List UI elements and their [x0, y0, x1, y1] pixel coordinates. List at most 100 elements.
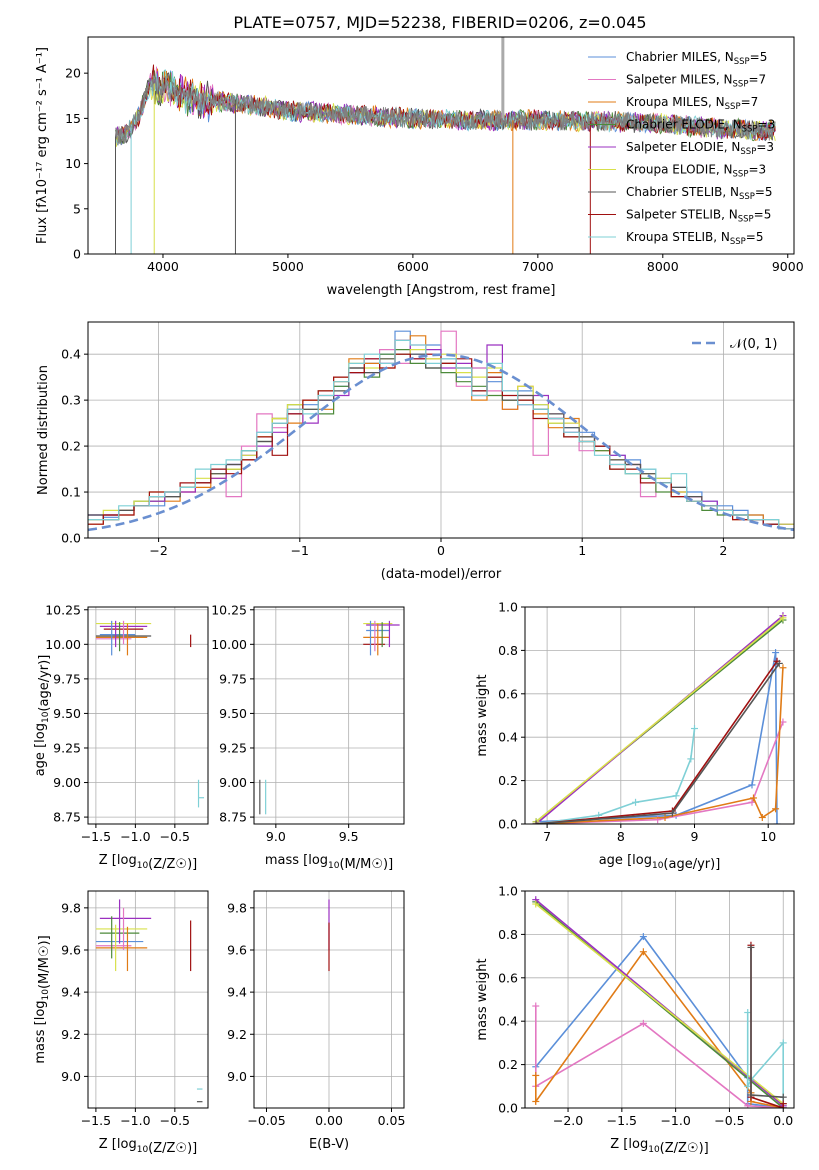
gaussian-curve	[88, 353, 794, 532]
y-tick-label: 20	[65, 66, 81, 81]
panel-weight_vs_age: 7 8 9 10 0.0 0.2 0.4 0.6 0.8 1.0 age [log10(age/yr…	[475, 600, 795, 872]
y-tick-label: 9.2	[61, 1027, 81, 1042]
x-tick-label: 10	[760, 829, 776, 844]
legend-label: Salpeter ELODIE, NSSP=3	[626, 140, 774, 157]
axes-frame	[524, 606, 795, 825]
y-tick-label: 0.8	[498, 643, 518, 658]
y-tick-label: 9.0	[61, 1069, 81, 1084]
spectrum-models	[114, 37, 776, 254]
x-axis-label: age [log10(age/yr)]	[599, 853, 721, 872]
x-tick-label: −0.05	[247, 1113, 285, 1128]
y-axis-label: mass [log10(M/M☉)]	[33, 935, 52, 1063]
legend-label: Salpeter MILES, NSSP=7	[626, 73, 766, 90]
y-axis-label: Flux [fλ10⁻¹⁷ erg cm⁻² s⁻¹ A⁻¹]	[35, 47, 50, 244]
x-tick-label: 2	[719, 543, 727, 558]
x-tick-label: −1	[291, 543, 309, 558]
axes-frame	[253, 606, 405, 825]
x-tick-label: 1	[578, 543, 586, 558]
legend: Chabrier MILES, NSSP=5 Salpeter MILES, NS…	[588, 50, 775, 247]
y-tick-label: 9.8	[227, 900, 247, 915]
y-tick-label: 0.2	[61, 439, 81, 454]
legend-label: Chabrier ELODIE, NSSP=3	[626, 118, 775, 135]
x-axis-label: mass [log10(M/M☉)]	[265, 853, 393, 872]
x-tick-label: 9	[691, 829, 699, 844]
weight-line-chabrier_elodie	[535, 901, 784, 1108]
y-tick-label: 10.00	[45, 637, 81, 652]
x-tick-label: −1.5	[607, 1113, 637, 1128]
y-tick-label: 15	[65, 111, 81, 126]
y-tick-label: 9.2	[227, 1027, 247, 1042]
x-axis-label: E(B-V)	[309, 1137, 349, 1152]
histograms	[88, 330, 794, 532]
weight-line-salpeter_elodie	[535, 899, 784, 1107]
x-tick-label: −0.5	[714, 1113, 744, 1128]
legend-label: Kroupa ELODIE, NSSP=3	[626, 163, 766, 180]
x-tick-label: −1.0	[120, 1113, 150, 1128]
x-tick-label: −1.0	[120, 829, 150, 844]
legend-label: Salpeter STELIB, NSSP=5	[626, 208, 771, 225]
weight-line-kroupa_miles	[535, 950, 784, 1108]
weight-lines	[532, 896, 787, 1108]
x-tick-label: 4000	[147, 259, 179, 274]
legend-label: Kroupa MILES, NSSP=7	[626, 95, 758, 112]
y-tick-label: 8.75	[219, 810, 247, 825]
legend-label: Kroupa STELIB, NSSP=5	[626, 230, 764, 247]
y-tick-label: 0.0	[498, 1101, 518, 1116]
panel-residuals: −2 −1 0 1 2 0.0 0.1 0.2 0.3 0.4 (data-model)/error…	[36, 321, 795, 582]
axes-frame	[87, 36, 795, 255]
x-tick-label: −1.0	[660, 1113, 690, 1128]
panel-spectrum: 4000 5000 6000 7000 8000 9000 0 5 10 15 20 waveleng…	[35, 36, 804, 298]
y-axis-label: mass weight	[475, 674, 490, 756]
weight-line-kroupa_miles	[536, 667, 784, 824]
panel-mass_vs_Z: −1.5 −1.0 −0.5 9.0 9.2 9.4 9.6 9.8 Z [log10(Z/Z☉…	[33, 890, 209, 1156]
weight-line-salpeter_miles	[536, 721, 784, 824]
y-tick-label: 9.50	[53, 706, 81, 721]
x-axis-label: Z [log10(Z/Z☉)]	[99, 1137, 197, 1156]
panel-age_vs_mass: 9.0 9.5 8.75 9.00 9.25 9.50 9.75 10.00 10.25 mass…	[211, 602, 405, 872]
x-tick-label: −2.0	[553, 1113, 583, 1128]
legend-label: Chabrier MILES, NSSP=5	[626, 50, 767, 67]
panel-age_vs_Z: −1.5 −1.0 −0.5 8.75 9.00 9.25 9.50 9.75 10.00 10.…	[33, 602, 209, 872]
y-tick-label: 9.6	[227, 942, 247, 957]
x-tick-label: 0	[437, 543, 445, 558]
y-tick-label: 0.4	[498, 730, 518, 745]
x-tick-label: −0.5	[160, 829, 190, 844]
y-tick-label: 0.2	[498, 1057, 518, 1072]
weight-line-kroupa_stelib	[535, 728, 696, 824]
y-tick-label: 9.4	[61, 985, 81, 1000]
y-axis-label: Normed distribution	[36, 365, 51, 495]
observed-spectrum	[115, 75, 776, 146]
x-tick-label: 6000	[397, 259, 429, 274]
y-tick-label: 5	[73, 201, 81, 216]
y-tick-label: 0.0	[61, 531, 81, 546]
y-tick-label: 9.75	[219, 671, 247, 686]
y-tick-label: 9.25	[219, 740, 247, 755]
y-tick-label: 1.0	[498, 884, 518, 899]
y-tick-label: 0.6	[498, 970, 518, 985]
y-tick-label: 0.4	[61, 347, 81, 362]
y-tick-label: 8.75	[53, 810, 81, 825]
panel-weight_vs_Z: −2.0 −1.5 −1.0 −0.5 0.0 0.0 0.2 0.4 0.6 0.8 1.0 Z […	[475, 884, 795, 1156]
x-tick-label: 7000	[522, 259, 554, 274]
y-axis-label: age [log10(age/yr)]	[33, 655, 52, 777]
x-tick-label: 9.5	[339, 829, 359, 844]
y-tick-label: 10	[65, 156, 81, 171]
x-axis-label: wavelength [Angstrom, rest frame]	[327, 283, 556, 298]
y-tick-label: 10.25	[45, 602, 81, 617]
y-tick-label: 0.6	[498, 686, 518, 701]
legend-label: Chabrier STELIB, NSSP=5	[626, 185, 773, 202]
error-bars	[95, 899, 203, 1103]
weight-line-chabrier_miles	[535, 935, 784, 1108]
y-tick-label: 0	[73, 247, 81, 262]
y-tick-label: 1.0	[498, 600, 518, 615]
x-tick-label: 8	[617, 829, 625, 844]
x-tick-label: 0.05	[378, 1113, 406, 1128]
histogram-kroupa_stelib	[88, 339, 794, 530]
panel-mass_vs_ebv: −0.05 0.00 0.05 9.0 9.2 9.4 9.6 9.8 E(B-V)	[227, 890, 406, 1152]
x-axis-label: (data-model)/error	[381, 567, 502, 582]
error-bars	[259, 620, 400, 815]
y-tick-label: 9.4	[227, 985, 247, 1000]
x-tick-label: −1.5	[81, 829, 111, 844]
x-tick-label: 0.0	[773, 1113, 793, 1128]
